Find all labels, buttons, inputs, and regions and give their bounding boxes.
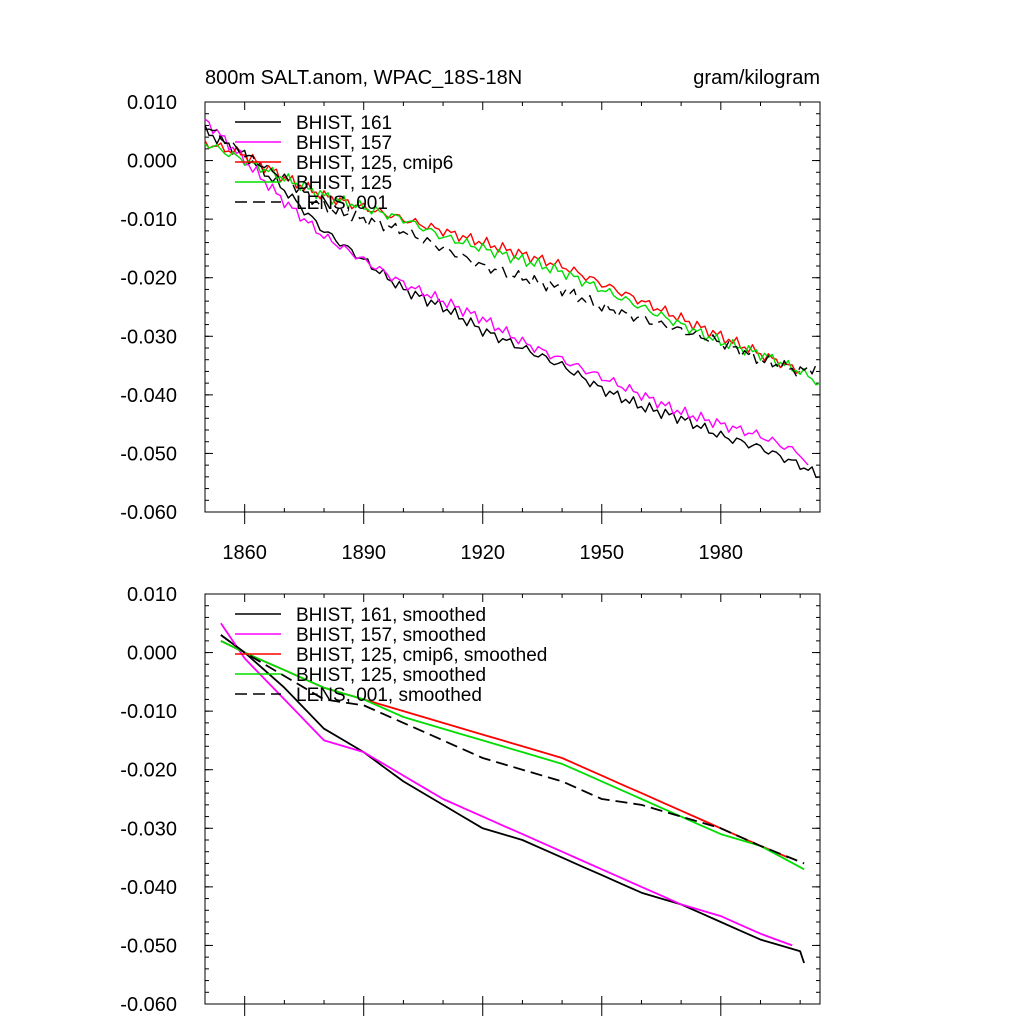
y-tick-label: -0.030 — [120, 326, 177, 348]
series-line-1 — [220, 634, 805, 964]
y-tick-label: -0.010 — [120, 209, 177, 231]
y-tick-label: -0.030 — [120, 818, 177, 840]
y-tick-label: -0.060 — [120, 994, 177, 1016]
plot-frame — [204, 101, 821, 513]
series-line-3 — [204, 140, 801, 374]
y-tick-label: -0.060 — [120, 502, 177, 524]
series-line-2 — [204, 118, 809, 466]
legend-label: BHIST, 125, cmip6, smoothed — [296, 645, 547, 666]
series-line-4 — [220, 640, 805, 871]
y-tick-label: -0.050 — [120, 443, 177, 465]
y-tick-label: -0.040 — [120, 385, 177, 407]
legend-label: LENS, 001 — [296, 193, 388, 214]
legend-label: BHIST, 157 — [296, 133, 392, 154]
x-tick-label: 1860 — [222, 542, 267, 564]
x-tick-label: 1980 — [699, 542, 744, 564]
legend-label: BHIST, 125, smoothed — [296, 665, 486, 686]
legend-label: BHIST, 157, smoothed — [296, 625, 486, 646]
y-tick-label: -0.010 — [120, 701, 177, 723]
legend-label: LENS, 001, smoothed — [296, 685, 482, 706]
plot-frame — [204, 593, 821, 1005]
series-line-5 — [220, 634, 805, 865]
y-tick-label: 0.010 — [127, 92, 177, 114]
chart-title: 800m SALT.anom, WPAC_18S-18N — [205, 67, 522, 89]
legend-label: BHIST, 161 — [296, 113, 392, 134]
y-tick-label: 0.010 — [127, 584, 177, 606]
x-tick-label: 1950 — [580, 542, 625, 564]
y-tick-label: 0.000 — [127, 643, 177, 665]
y-tick-label: -0.050 — [120, 935, 177, 957]
series-line-2 — [220, 622, 793, 947]
x-tick-label: 1890 — [341, 542, 386, 564]
series-line-5 — [204, 128, 821, 377]
legend-label: BHIST, 125 — [296, 173, 392, 194]
chart-panel-1: 0.010 0.000 -0.010 -0.020 -0.030 -0.040 -0.050… — [120, 67, 821, 564]
y-tick-label: -0.040 — [120, 877, 177, 899]
units-label: gram/kilogram — [693, 67, 820, 89]
y-tick-label: -0.020 — [120, 760, 177, 782]
x-tick-label: 1920 — [460, 542, 505, 564]
y-tick-label: -0.020 — [120, 268, 177, 290]
series-line-1 — [204, 124, 821, 479]
legend-label: BHIST, 125, cmip6 — [296, 153, 453, 174]
y-tick-label: 0.000 — [127, 151, 177, 173]
chart-panel-2: 0.010 0.000 -0.010 -0.020 -0.030 -0.040 -0.050… — [120, 584, 821, 1016]
series-line-4 — [204, 143, 821, 386]
legend-label: BHIST, 161, smoothed — [296, 605, 486, 626]
